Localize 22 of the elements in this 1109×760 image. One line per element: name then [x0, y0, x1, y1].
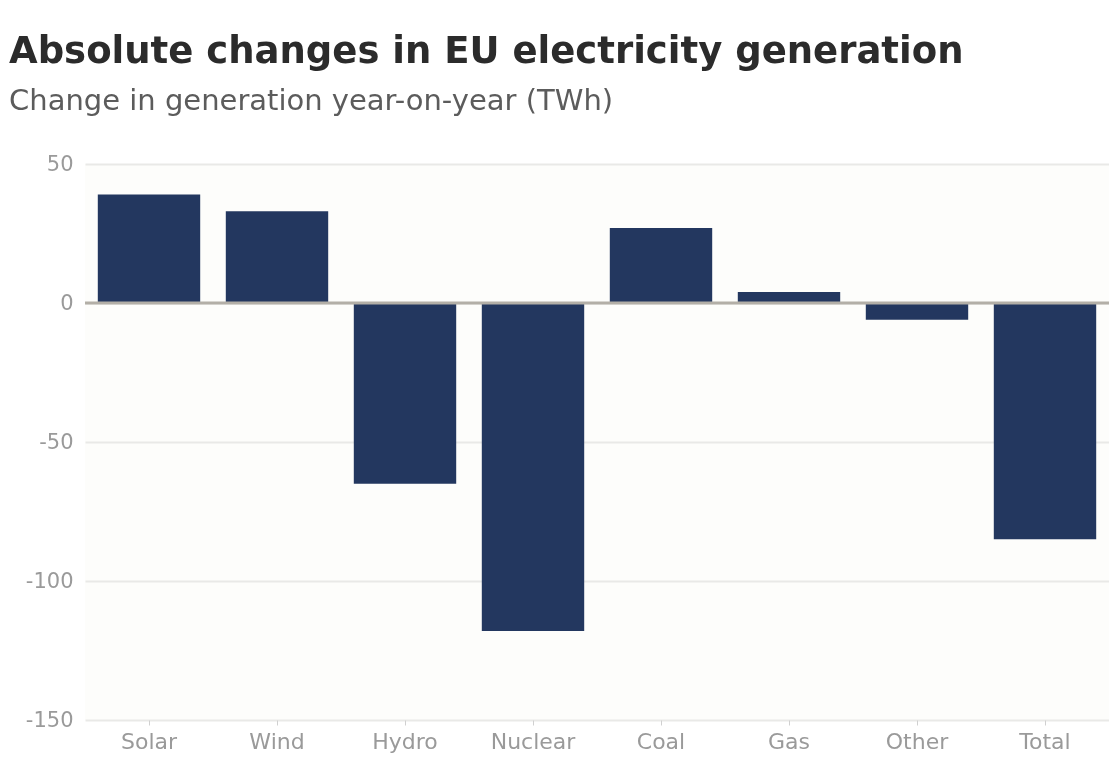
x-tick-label: Solar	[120, 728, 178, 754]
y-tick-label: -100	[25, 568, 74, 593]
y-tick-label: 0	[60, 290, 74, 315]
x-tick-label: Wind	[249, 728, 305, 754]
x-tick-label: Other	[885, 728, 950, 754]
bar	[97, 194, 201, 303]
bar	[225, 211, 329, 303]
y-tick-label: -150	[25, 707, 74, 732]
bar	[993, 303, 1097, 540]
x-tick-label: Gas	[768, 728, 810, 754]
bar	[737, 291, 841, 303]
x-tick-label: Nuclear	[490, 728, 577, 754]
y-tick-label: -50	[39, 429, 74, 454]
bar	[481, 303, 585, 632]
x-tick-label: Hydro	[372, 728, 438, 754]
bar	[353, 303, 457, 484]
y-tick-label: 50	[46, 151, 74, 176]
chart-subtitle: Change in generation year-on-year (TWh)	[9, 83, 614, 117]
bar	[609, 227, 713, 303]
chart-title: Absolute changes in EU electricity generation	[9, 29, 964, 72]
x-tick-label: Coal	[636, 728, 686, 754]
x-tick-label: Total	[1018, 728, 1071, 754]
